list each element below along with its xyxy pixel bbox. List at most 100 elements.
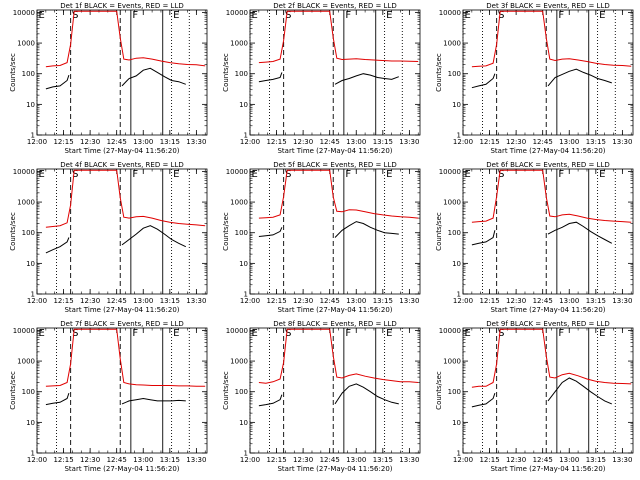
x-tick-label: 12:00 xyxy=(453,456,473,464)
x-tick-label: 12:30 xyxy=(293,138,313,146)
interval-marker-label: S xyxy=(498,328,504,339)
y-tick-label: 1000 xyxy=(443,199,461,207)
events-series-line xyxy=(547,377,612,405)
y-axis-label: Counts/sec xyxy=(222,212,230,251)
lld-series-line xyxy=(258,10,419,64)
x-tick-label: 13:00 xyxy=(346,138,366,146)
interval-marker-label: S xyxy=(72,10,78,21)
y-tick-label: 100 xyxy=(22,70,35,78)
interval-marker-label: E xyxy=(252,328,258,339)
x-tick-label: 12:00 xyxy=(27,297,47,305)
lld-series-line xyxy=(471,328,632,388)
y-tick-label: 1 xyxy=(31,132,35,140)
x-axis-label: Start Time (27-May-04 11:56:20) xyxy=(64,147,179,155)
y-tick-label: 1000 xyxy=(17,40,35,48)
x-axis-label: Start Time (27-May-04 11:56:20) xyxy=(277,465,392,473)
x-tick-label: 12:15 xyxy=(479,456,499,464)
x-tick-label: 12:15 xyxy=(266,138,286,146)
plot-frame xyxy=(249,327,421,454)
interval-marker-label: E xyxy=(386,169,392,180)
x-tick-label: 13:00 xyxy=(133,456,153,464)
y-tick-label: 100 xyxy=(235,229,248,237)
y-tick-label: 10000 xyxy=(226,327,248,335)
panel-8: Det 8f BLACK = Events, RED = LLD 1 10 100 10… xyxy=(222,320,421,473)
events-series-line xyxy=(121,397,186,405)
plot-frame xyxy=(462,327,634,454)
events-series-line xyxy=(547,68,612,87)
interval-marker-label: F xyxy=(558,169,564,180)
plot-frame xyxy=(249,168,421,295)
x-tick-label: 13:15 xyxy=(373,138,393,146)
x-tick-label: 12:45 xyxy=(107,456,127,464)
y-tick-label: 1 xyxy=(244,132,248,140)
plot-frame xyxy=(36,168,208,295)
x-tick-label: 12:00 xyxy=(453,138,473,146)
interval-marker-label: S xyxy=(285,169,291,180)
x-tick-label: 12:15 xyxy=(53,138,73,146)
x-axis-label: Start Time (27-May-04 11:56:20) xyxy=(490,306,605,314)
panel-2: Det 2f BLACK = Events, RED = LLD 1 10 100 10… xyxy=(222,2,421,155)
x-tick-label: 13:15 xyxy=(160,297,180,305)
x-tick-label: 13:00 xyxy=(346,297,366,305)
x-tick-label: 12:00 xyxy=(27,138,47,146)
y-tick-label: 10 xyxy=(452,419,461,427)
x-tick-label: 12:15 xyxy=(53,456,73,464)
x-tick-label: 13:15 xyxy=(373,297,393,305)
y-tick-label: 10000 xyxy=(13,168,35,176)
interval-marker-label: F xyxy=(558,10,564,21)
y-tick-label: 1 xyxy=(31,291,35,299)
lld-series-line xyxy=(471,169,632,223)
y-axis-label: Counts/sec xyxy=(9,371,17,410)
x-tick-label: 12:15 xyxy=(266,297,286,305)
x-tick-label: 13:15 xyxy=(373,456,393,464)
x-tick-label: 13:00 xyxy=(559,138,579,146)
x-tick-label: 12:00 xyxy=(240,297,260,305)
y-tick-label: 1000 xyxy=(230,358,248,366)
y-tick-label: 10000 xyxy=(439,327,461,335)
y-tick-label: 100 xyxy=(22,229,35,237)
lld-series-line xyxy=(45,328,206,387)
x-axis-label: Start Time (27-May-04 11:56:20) xyxy=(490,147,605,155)
lld-series-line xyxy=(45,10,206,68)
x-tick-label: 13:15 xyxy=(160,138,180,146)
x-tick-label: 13:30 xyxy=(612,297,632,305)
plot-frame xyxy=(249,9,421,136)
events-series-line xyxy=(45,237,70,254)
x-axis-label: Start Time (27-May-04 11:56:20) xyxy=(277,306,392,314)
x-tick-label: 12:30 xyxy=(506,456,526,464)
x-tick-label: 12:45 xyxy=(107,138,127,146)
y-tick-label: 10 xyxy=(26,260,35,268)
x-tick-label: 12:30 xyxy=(80,138,100,146)
x-tick-label: 13:30 xyxy=(399,297,419,305)
y-tick-label: 10000 xyxy=(439,9,461,17)
y-tick-label: 100 xyxy=(22,388,35,396)
events-series-line xyxy=(258,72,283,83)
interval-marker-label: F xyxy=(132,328,138,339)
panel-title: Det 8f BLACK = Events, RED = LLD xyxy=(273,320,396,328)
x-tick-label: 13:00 xyxy=(346,456,366,464)
y-tick-label: 10 xyxy=(26,419,35,427)
interval-marker-label: F xyxy=(345,169,351,180)
y-tick-label: 1 xyxy=(457,450,461,458)
x-tick-label: 12:30 xyxy=(80,297,100,305)
interval-marker-label: S xyxy=(72,169,78,180)
plot-frame xyxy=(462,168,634,295)
plot-frame xyxy=(462,9,634,136)
x-tick-label: 12:45 xyxy=(107,297,127,305)
events-series-line xyxy=(334,221,399,238)
y-axis-label: Counts/sec xyxy=(222,371,230,410)
events-series-line xyxy=(471,392,496,408)
y-tick-label: 100 xyxy=(448,70,461,78)
x-tick-label: 13:30 xyxy=(612,138,632,146)
interval-marker-label: E xyxy=(465,328,471,339)
y-tick-label: 10 xyxy=(452,101,461,109)
interval-marker-label: E xyxy=(599,169,605,180)
interval-marker-label: E xyxy=(386,10,392,21)
interval-marker-label: F xyxy=(132,10,138,21)
panel-4: Det 4f BLACK = Events, RED = LLD 1 10 100 10… xyxy=(9,161,208,314)
x-tick-label: 13:00 xyxy=(559,297,579,305)
x-tick-label: 12:15 xyxy=(479,297,499,305)
interval-marker-label: E xyxy=(465,10,471,21)
